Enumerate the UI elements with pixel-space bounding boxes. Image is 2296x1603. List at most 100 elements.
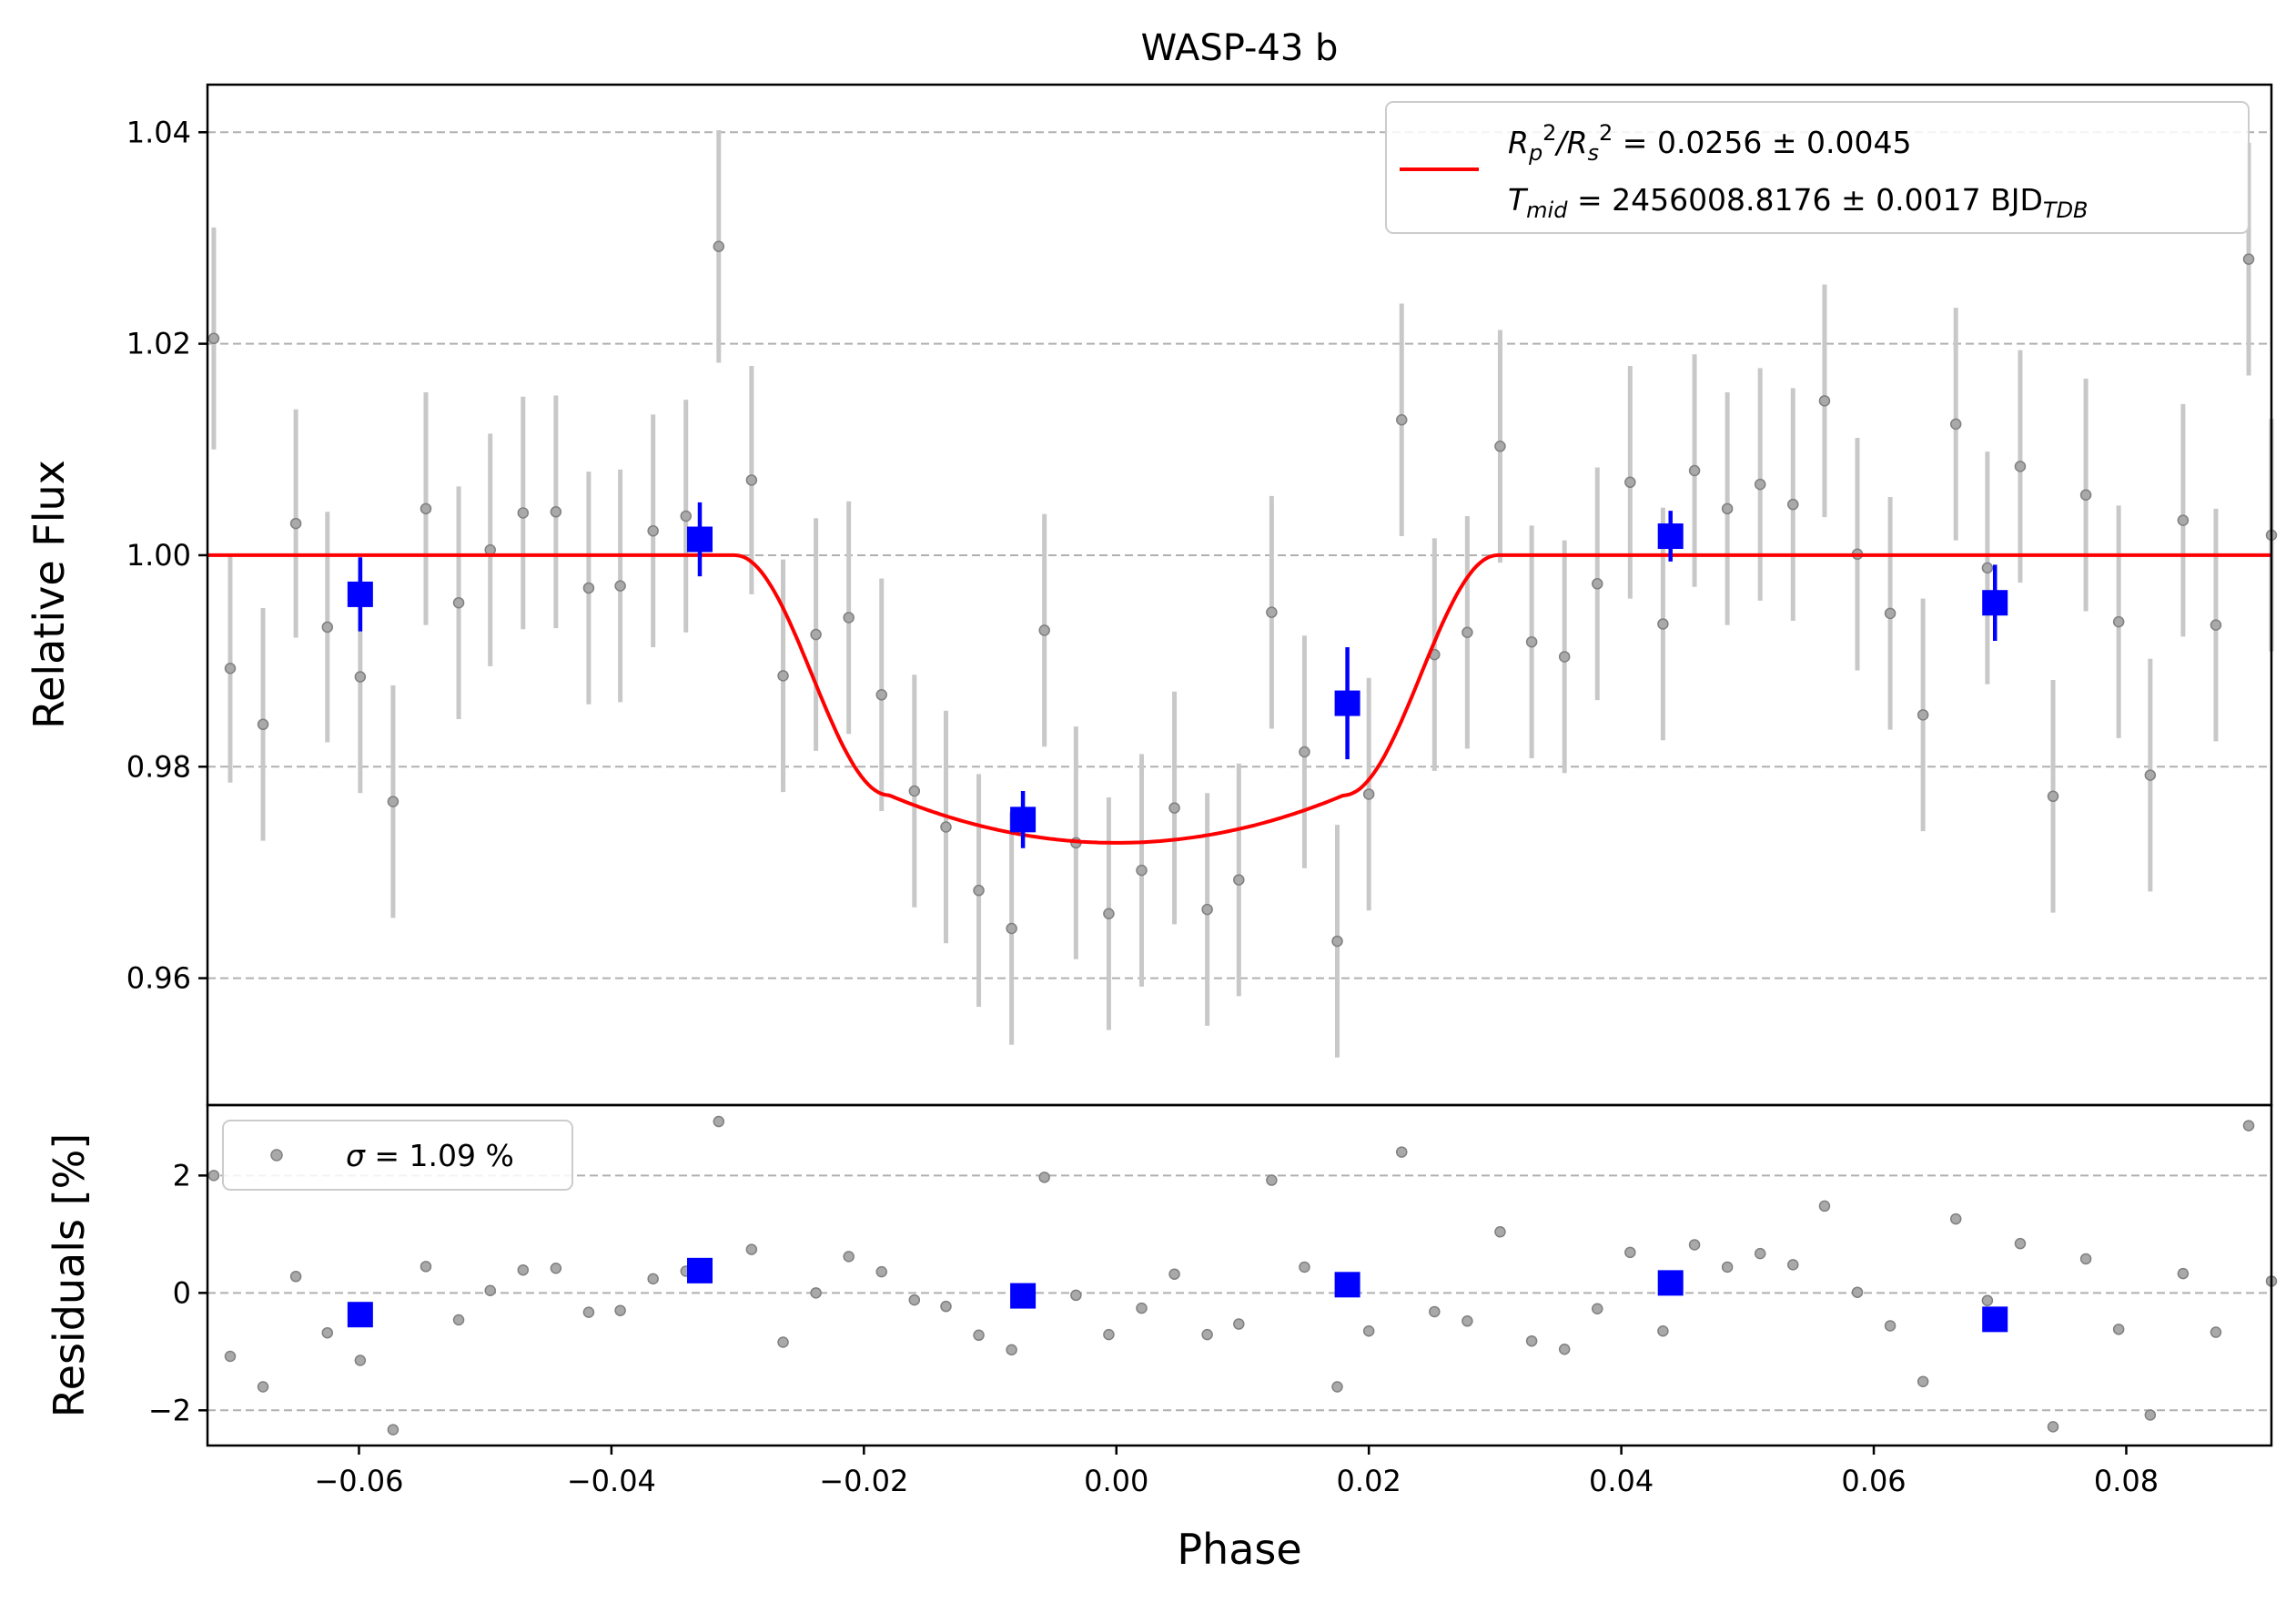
residuals-raw-point: [517, 1263, 530, 1276]
flux-raw-points: [207, 129, 2278, 1058]
flux-raw-point: [1201, 903, 1213, 916]
residuals-raw-point: [1299, 1261, 1310, 1273]
residuals-raw-point: [1168, 1268, 1180, 1280]
flux-raw-point: [2014, 461, 2027, 472]
flux-raw-point: [1688, 464, 1701, 477]
residuals-raw-point: [1851, 1286, 1864, 1298]
residuals-raw-point: [973, 1329, 985, 1342]
residuals-raw-point: [1592, 1303, 1603, 1315]
flux-raw-point: [908, 785, 921, 797]
residuals-raw-point: [1688, 1239, 1701, 1251]
residuals-legend-marker: [270, 1149, 283, 1162]
residuals-raw-point: [2144, 1409, 2157, 1421]
residuals-raw-point: [2047, 1421, 2059, 1433]
residuals-raw-point: [1721, 1261, 1734, 1273]
flux-raw-point: [1754, 478, 1766, 491]
residuals-raw-point: [257, 1381, 269, 1393]
flux-raw-point: [1949, 418, 1962, 431]
flux-raw-point: [257, 718, 269, 731]
residuals-raw-point: [1136, 1302, 1148, 1314]
residuals-raw-point: [2177, 1267, 2190, 1280]
flux-binned-points: [347, 502, 2008, 848]
flux-raw-point: [1168, 802, 1180, 814]
residuals-raw-point: [1070, 1289, 1082, 1302]
flux-raw-point: [1103, 908, 1115, 919]
flux-raw-point: [289, 517, 302, 530]
phase-x-tick-label: 0.06: [1841, 1464, 1906, 1498]
residuals-raw-point: [2079, 1253, 2092, 1265]
residuals-raw-point: [484, 1284, 496, 1297]
flux-raw-point: [1981, 562, 1994, 574]
flux-raw-point: [1917, 709, 1929, 721]
flux-raw-point: [1494, 441, 1506, 452]
flux-raw-point: [1592, 578, 1603, 590]
flux-raw-point: [614, 580, 626, 592]
flux-raw-point: [973, 884, 985, 897]
residuals-binned-point: [1334, 1272, 1360, 1298]
phase-x-tick-label: −0.06: [314, 1464, 403, 1498]
flux-raw-point: [1299, 746, 1310, 758]
flux-raw-point: [1331, 935, 1343, 948]
flux-raw-point: [387, 796, 400, 807]
flux-raw-point: [810, 628, 822, 641]
residuals-raw-point: [1624, 1246, 1636, 1259]
residuals-raw-point: [550, 1263, 562, 1274]
residuals-binned-points: [347, 1257, 2008, 1333]
flux-raw-point: [1038, 624, 1050, 636]
residuals-binned-point: [1010, 1283, 1037, 1309]
flux-binned-point: [1334, 690, 1360, 716]
flux-legend: Rp2/Rs2 = 0.0256 ± 0.0045 Tmid = 2456008…: [1385, 101, 2250, 234]
residuals-raw-point: [2242, 1120, 2255, 1131]
residuals-raw-point: [1429, 1305, 1441, 1318]
flux-binned-point: [686, 526, 713, 553]
residuals-raw-point: [614, 1304, 626, 1316]
residuals-raw-point: [908, 1294, 921, 1306]
residuals-raw-point: [2210, 1326, 2222, 1338]
chart-title: WASP-43 b: [1141, 27, 1339, 69]
phase-x-tick-label: −0.04: [567, 1464, 656, 1498]
transit-model-curve: [207, 553, 2271, 845]
residuals-raw-point: [810, 1287, 822, 1299]
residuals-raw-point: [875, 1265, 887, 1278]
residuals-raw-point: [289, 1271, 302, 1283]
phase-x-axis-label: Phase: [1177, 1525, 1301, 1574]
residuals-y-tick-label: 0: [173, 1275, 191, 1310]
flux-raw-point: [2210, 619, 2222, 631]
flux-raw-point: [207, 332, 220, 345]
flux-raw-point: [1818, 395, 1831, 407]
flux-raw-point: [420, 502, 432, 515]
flux-raw-point: [1624, 476, 1636, 489]
flux-y-tick-label: 0.98: [126, 749, 191, 784]
flux-raw-point: [517, 507, 530, 519]
residuals-raw-point: [1981, 1294, 1994, 1306]
flux-raw-point: [1362, 788, 1375, 800]
residuals-raw-point: [2014, 1237, 2027, 1250]
flux-raw-point: [1657, 618, 1669, 630]
residuals-y-tick-label: 2: [173, 1158, 191, 1192]
residuals-raw-point: [224, 1350, 237, 1363]
residuals-raw-point: [777, 1336, 789, 1348]
flux-raw-point: [2242, 253, 2255, 265]
residuals-binned-point: [1982, 1306, 2008, 1333]
phase-x-tick-label: −0.02: [819, 1464, 908, 1498]
flux-raw-point: [713, 240, 725, 252]
flux-raw-point: [2144, 769, 2157, 781]
flux-binned-point: [1982, 590, 2008, 616]
residuals-legend-box: [222, 1120, 573, 1191]
flux-raw-point: [843, 612, 855, 624]
residuals-binned-point: [686, 1257, 713, 1283]
residuals-raw-point: [1006, 1344, 1017, 1356]
flux-raw-point: [875, 689, 887, 701]
flux-raw-point: [1558, 651, 1571, 663]
residuals-raw-point: [452, 1314, 465, 1326]
residuals-raw-point: [582, 1306, 595, 1318]
residuals-raw-point: [1884, 1320, 1896, 1332]
flux-raw-point: [647, 524, 659, 537]
residuals-raw-point: [713, 1115, 725, 1128]
residuals-raw-point: [1494, 1226, 1506, 1238]
residuals-raw-points: [207, 1115, 2278, 1436]
flux-raw-point: [777, 670, 789, 682]
residuals-raw-point: [1949, 1212, 1962, 1225]
flux-raw-point: [1721, 502, 1734, 515]
